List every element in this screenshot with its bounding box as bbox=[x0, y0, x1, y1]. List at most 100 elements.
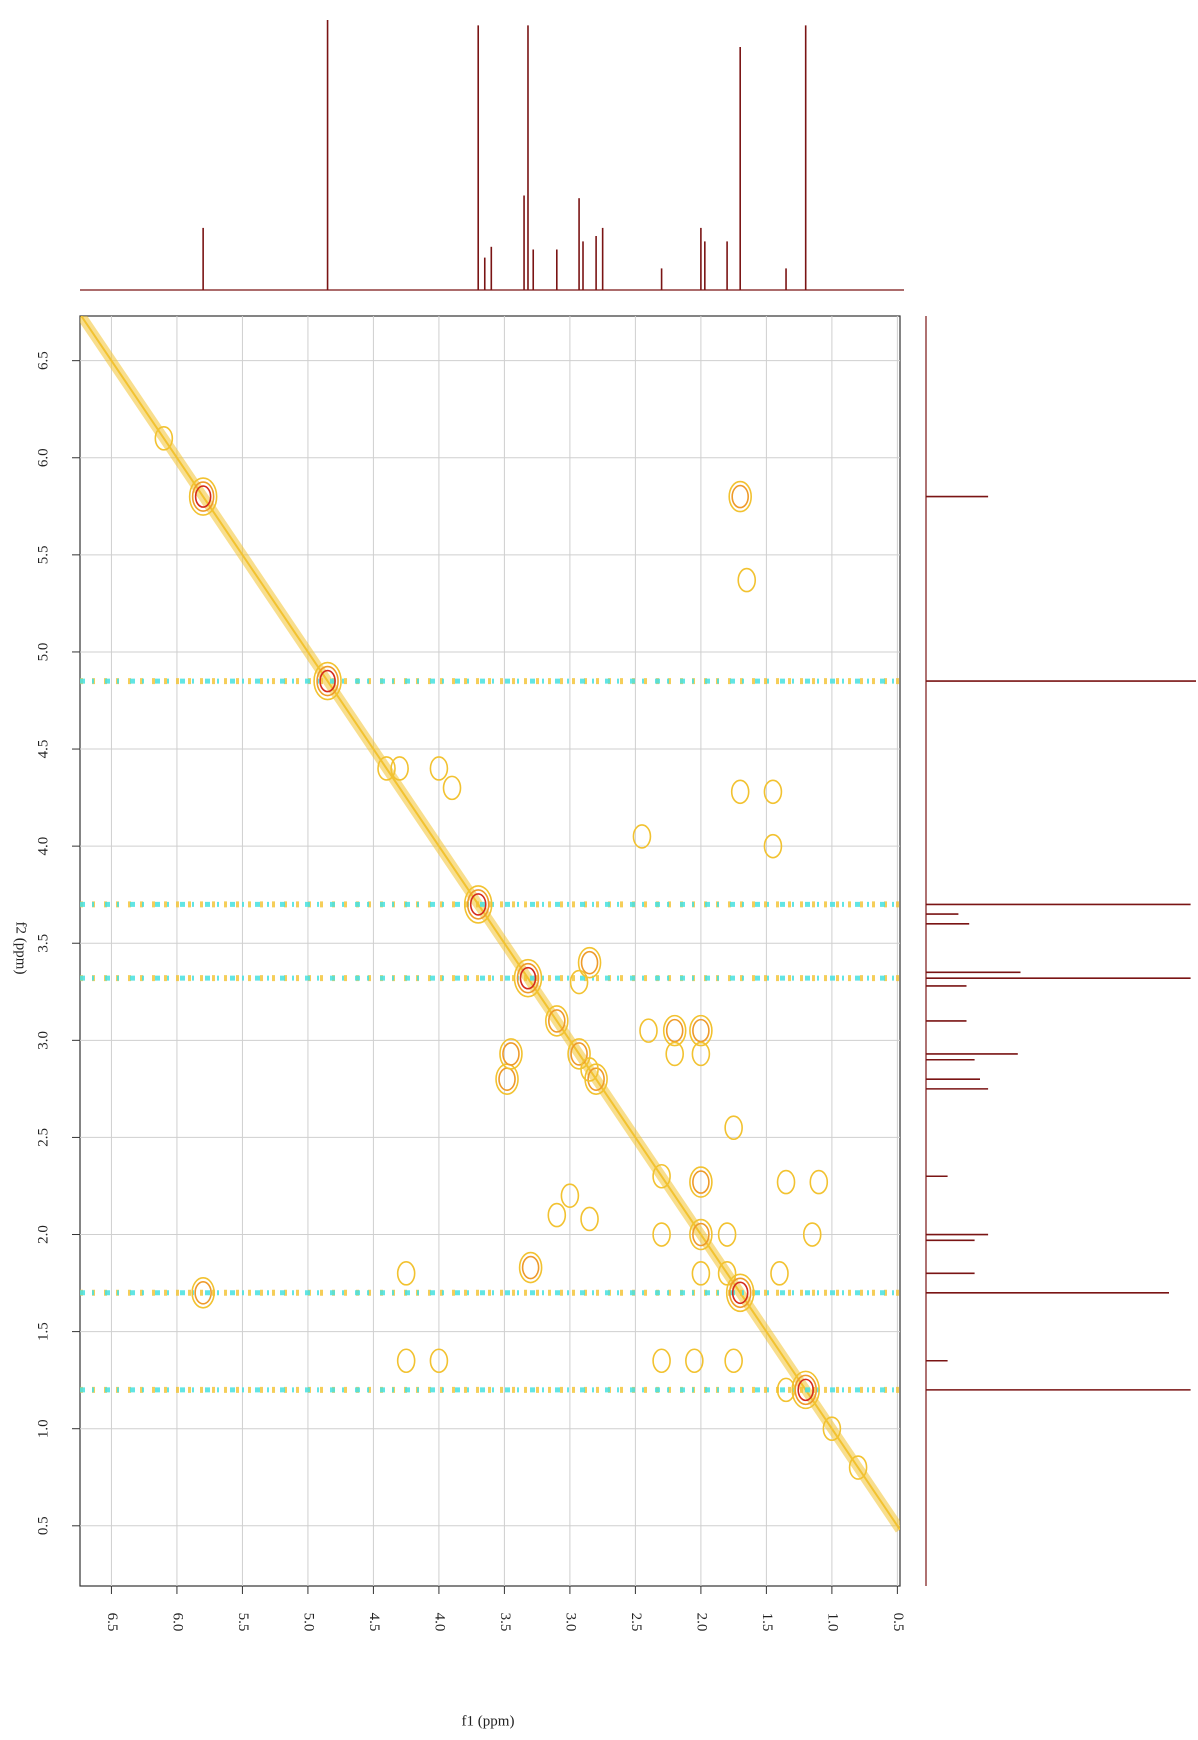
contour-ring bbox=[776, 1169, 796, 1195]
x-tick-label: 0.5 bbox=[890, 1613, 906, 1632]
peak bbox=[463, 885, 493, 924]
diagonal-ridge bbox=[80, 316, 900, 1531]
contour-ring bbox=[730, 779, 750, 805]
contour-ring bbox=[466, 889, 490, 920]
x-tick-label: 4.0 bbox=[431, 1613, 447, 1632]
plot-area bbox=[80, 316, 900, 1586]
peak bbox=[652, 1348, 671, 1374]
peak bbox=[728, 480, 752, 513]
peak bbox=[545, 1005, 569, 1037]
peak bbox=[547, 1202, 567, 1228]
contour-ring bbox=[580, 950, 599, 975]
x-tick-label: 2.5 bbox=[628, 1613, 644, 1632]
contour-ring bbox=[691, 1041, 711, 1067]
peak bbox=[848, 1455, 868, 1480]
contour-ring bbox=[319, 669, 336, 693]
contour-ring bbox=[665, 1018, 684, 1043]
x-tick-label: 1.0 bbox=[824, 1613, 840, 1632]
peak bbox=[685, 1348, 704, 1374]
peak bbox=[396, 1261, 416, 1286]
contour-ring bbox=[518, 1251, 543, 1284]
x-tick-label: 2.0 bbox=[693, 1613, 709, 1632]
peak bbox=[689, 1166, 713, 1198]
y-axis-label: f2 (ppm) bbox=[13, 922, 29, 975]
peak bbox=[652, 1163, 671, 1189]
peak bbox=[513, 958, 543, 998]
x-tick-label: 5.5 bbox=[235, 1613, 251, 1632]
peak bbox=[776, 1377, 796, 1403]
peak bbox=[737, 567, 757, 593]
contour-ring bbox=[822, 1416, 842, 1442]
y-tick-label: 6.0 bbox=[35, 448, 51, 467]
contour-ring bbox=[689, 1014, 713, 1047]
contour-ring bbox=[728, 1277, 752, 1309]
peak bbox=[689, 1014, 713, 1047]
peak bbox=[665, 1041, 684, 1067]
contour-ring bbox=[689, 1218, 713, 1251]
peak bbox=[639, 1018, 658, 1043]
contour-ring bbox=[652, 1348, 671, 1374]
contour-ring bbox=[570, 1042, 588, 1066]
contour-ring bbox=[513, 958, 543, 998]
x-tick-label: 4.5 bbox=[366, 1613, 382, 1632]
contour-ring bbox=[763, 833, 783, 859]
x-tick-label: 3.0 bbox=[562, 1613, 578, 1632]
contour-ring bbox=[731, 1281, 749, 1305]
y-tick-label: 4.0 bbox=[35, 837, 51, 856]
peak bbox=[518, 1251, 543, 1284]
contour-ring bbox=[692, 1222, 710, 1247]
peak bbox=[499, 1038, 523, 1070]
peak bbox=[442, 775, 462, 801]
contour-ring bbox=[776, 1377, 796, 1403]
contour-ring bbox=[770, 1261, 789, 1286]
x-tick-label: 6.5 bbox=[104, 1613, 120, 1632]
contour-ring bbox=[685, 1348, 704, 1374]
contour-ring bbox=[577, 946, 602, 979]
y-tick-label: 4.5 bbox=[35, 740, 51, 759]
contour-ring bbox=[469, 893, 487, 916]
contour-ring bbox=[652, 1222, 671, 1247]
contour-ring bbox=[194, 1280, 212, 1305]
plot-frame bbox=[79, 315, 901, 1587]
y-tick-label: 5.0 bbox=[35, 643, 51, 662]
contour-ring bbox=[545, 1005, 569, 1037]
peak bbox=[567, 1038, 591, 1070]
y-tick-label: 0.5 bbox=[35, 1516, 51, 1535]
contour-ring bbox=[737, 567, 757, 593]
contour-ring bbox=[519, 966, 537, 990]
peak bbox=[580, 1057, 599, 1082]
x-tick-label: 6.0 bbox=[169, 1613, 185, 1632]
peak bbox=[632, 824, 652, 849]
peak bbox=[689, 1218, 713, 1251]
contour-ring bbox=[191, 1276, 215, 1309]
contour-ring bbox=[692, 1018, 710, 1043]
contour-ring bbox=[548, 1009, 566, 1033]
peak bbox=[377, 756, 396, 781]
contour-ring bbox=[692, 1170, 710, 1194]
contour-ring bbox=[763, 779, 783, 805]
contour-ring bbox=[502, 1042, 520, 1066]
contour-ring bbox=[639, 1018, 658, 1043]
peak bbox=[662, 1014, 687, 1047]
contour-ring bbox=[396, 1261, 416, 1286]
contour-ring bbox=[396, 1348, 416, 1374]
contour-ring bbox=[632, 824, 652, 849]
contour-ring bbox=[521, 1255, 540, 1280]
y-tick-label: 3.0 bbox=[35, 1031, 51, 1050]
y-tick-label: 5.5 bbox=[35, 545, 51, 564]
peak bbox=[429, 1348, 449, 1374]
peak bbox=[776, 1169, 796, 1195]
contour-ring bbox=[463, 885, 493, 924]
contour-ring bbox=[567, 1038, 591, 1070]
peak bbox=[188, 477, 218, 516]
contour-ring bbox=[809, 1169, 829, 1195]
peak bbox=[763, 779, 783, 805]
x-tick-label: 5.0 bbox=[300, 1613, 316, 1632]
contour-ring bbox=[689, 1166, 713, 1198]
peak bbox=[717, 1222, 737, 1247]
y-tick-label: 3.5 bbox=[35, 934, 51, 953]
contour-ring bbox=[188, 477, 218, 516]
peak bbox=[560, 1183, 580, 1208]
contour-ring bbox=[724, 1348, 743, 1374]
